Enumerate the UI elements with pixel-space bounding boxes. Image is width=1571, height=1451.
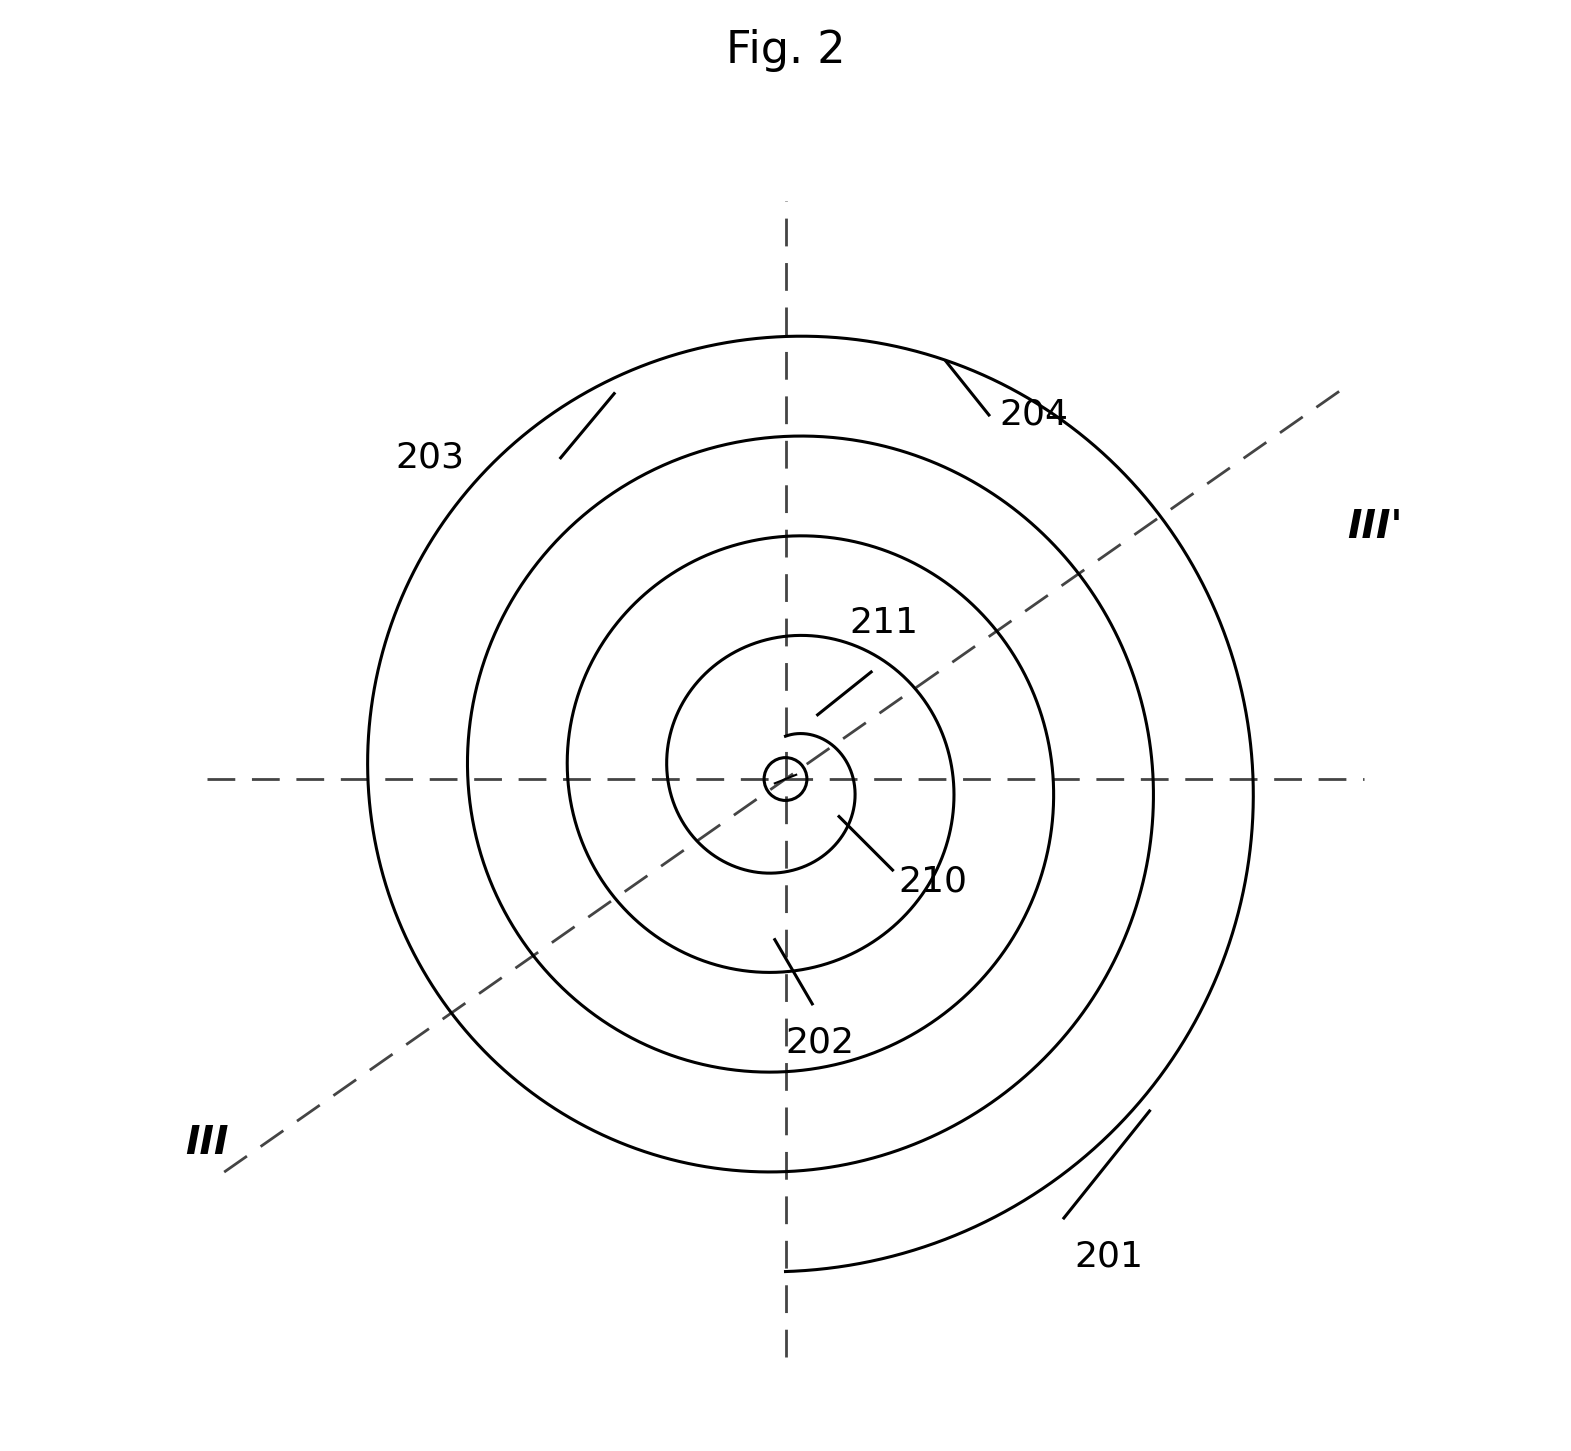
Text: III: III	[185, 1125, 229, 1162]
Text: 204: 204	[999, 398, 1068, 432]
Text: 201: 201	[1075, 1239, 1144, 1274]
Text: 203: 203	[396, 441, 465, 474]
Text: 211: 211	[850, 607, 919, 640]
Text: 202: 202	[786, 1026, 855, 1059]
Text: 210: 210	[899, 865, 966, 898]
Text: III': III'	[1346, 508, 1401, 547]
Text: Fig. 2: Fig. 2	[726, 29, 845, 73]
